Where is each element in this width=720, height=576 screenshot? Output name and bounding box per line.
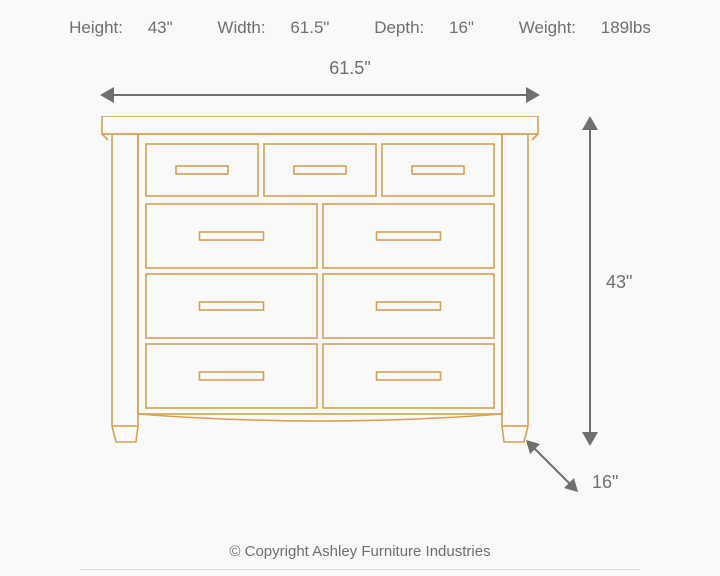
copyright-text: © Copyright Ashley Furniture Industries	[0, 543, 720, 560]
footer-divider	[80, 569, 640, 570]
width-dimension-label: 61.5"	[70, 58, 630, 79]
spec-width-value: 61.5"	[290, 18, 329, 37]
height-arrow	[580, 116, 600, 446]
height-arrow-line	[589, 124, 591, 438]
spec-bar: Height: 43" Width: 61.5" Depth: 16" Weig…	[0, 18, 720, 38]
dresser-drawing	[100, 116, 540, 446]
depth-arrow	[526, 440, 586, 500]
spec-height-label: Height:	[69, 18, 123, 37]
arrow-right-icon	[526, 87, 540, 103]
spec-depth-value: 16"	[449, 18, 474, 37]
diagram-stage: 61.5" 43" 16"	[70, 50, 630, 530]
depth-dimension-label: 16"	[592, 472, 618, 493]
height-dimension-label: 43"	[606, 272, 632, 293]
spec-width-label: Width:	[217, 18, 265, 37]
width-arrow-line	[108, 94, 532, 96]
spec-depth-label: Depth:	[374, 18, 424, 37]
spec-height-value: 43"	[148, 18, 173, 37]
spec-weight-value: 189lbs	[601, 18, 651, 37]
spec-weight-label: Weight:	[519, 18, 576, 37]
width-arrow	[100, 84, 540, 104]
